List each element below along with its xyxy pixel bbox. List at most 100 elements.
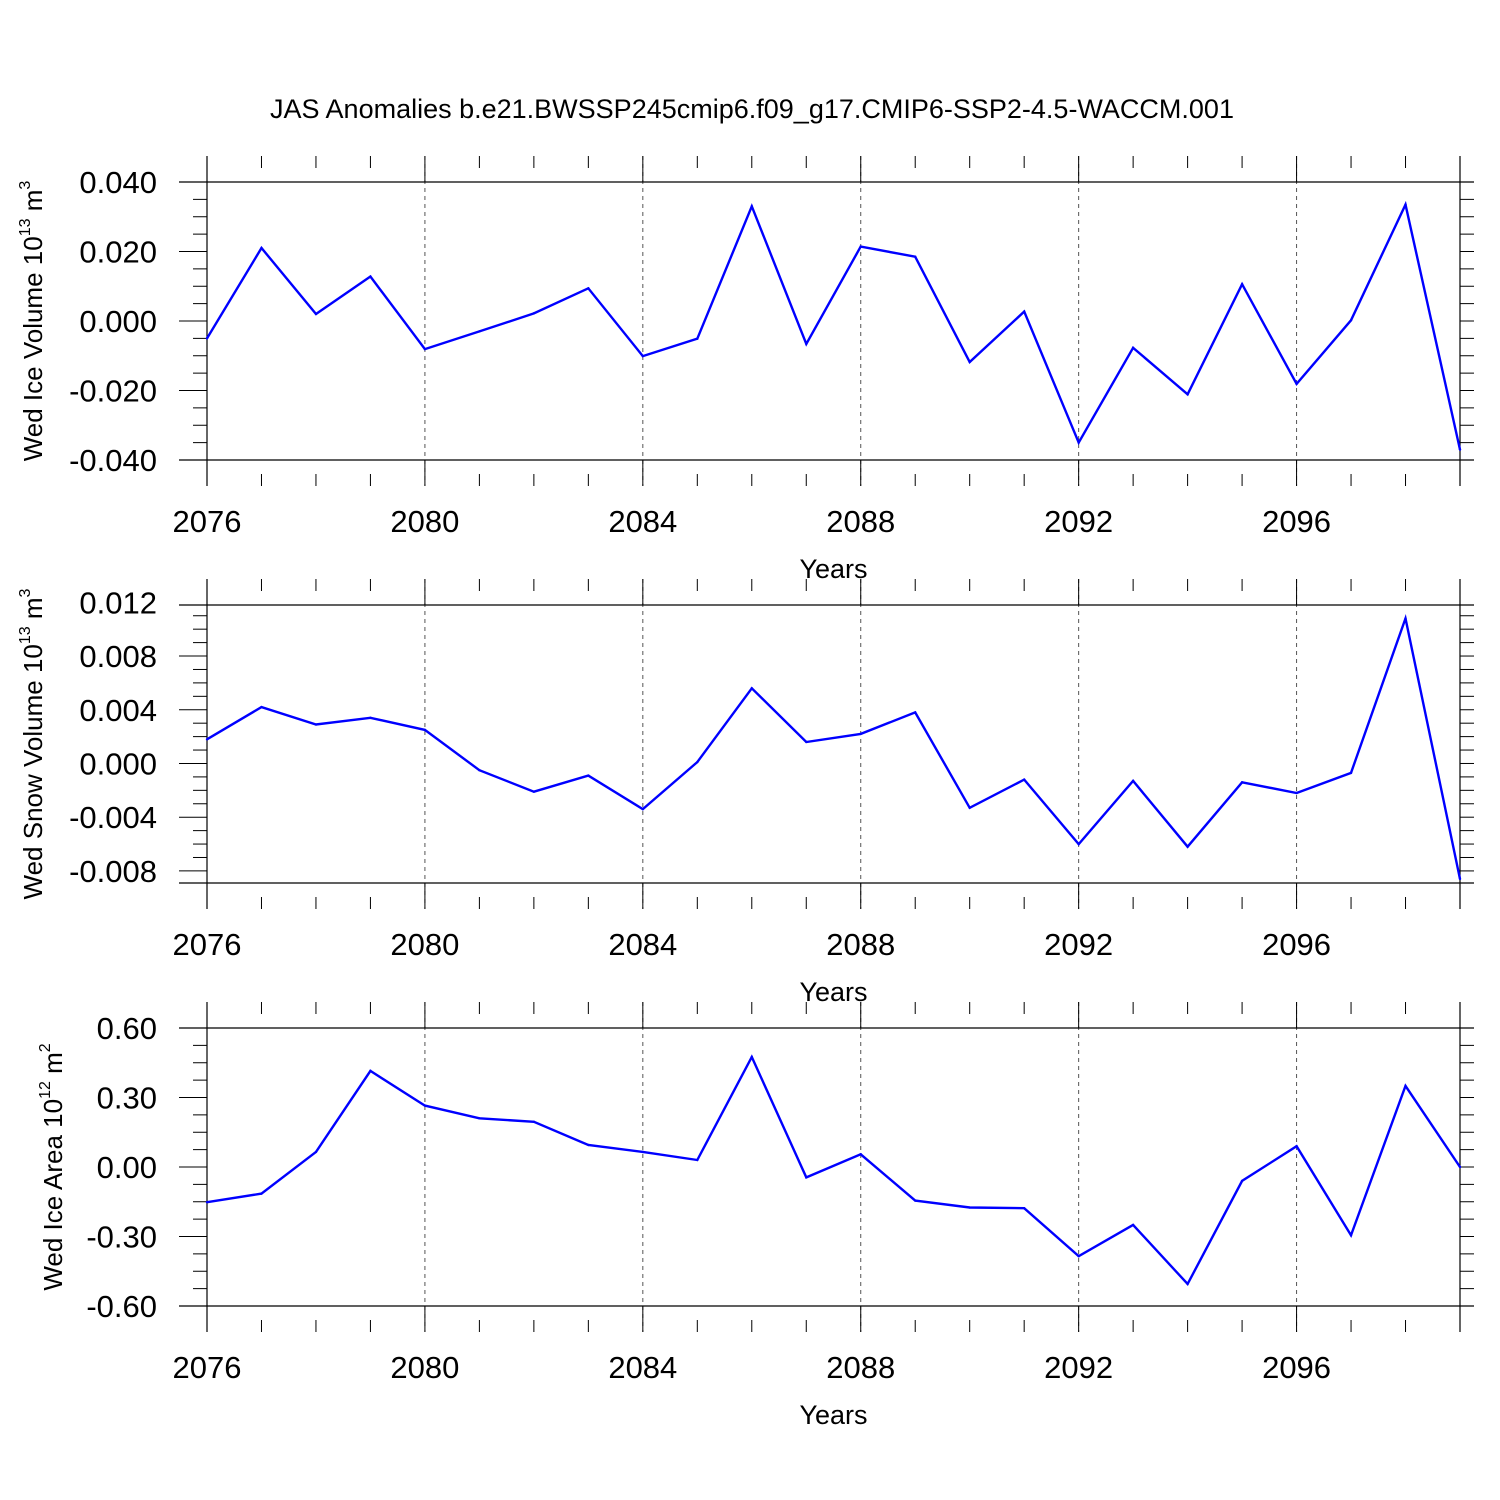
x-axis-label: Years [799, 1400, 867, 1430]
data-point [696, 760, 699, 764]
data-point [1404, 617, 1407, 620]
data-point [914, 255, 917, 258]
x-tick-label: 2084 [608, 927, 677, 962]
data-point [423, 728, 427, 732]
data-point [587, 774, 590, 777]
y-tick-label: 0.004 [79, 693, 157, 728]
y-tick-label: -0.60 [86, 1289, 157, 1324]
y-tick-label: 0.008 [79, 639, 157, 674]
data-point [205, 738, 209, 741]
data-point [805, 740, 808, 744]
data-point [1240, 282, 1244, 286]
data-point [1022, 310, 1026, 313]
data-point [1295, 1144, 1298, 1148]
data-point [1404, 203, 1407, 206]
data-point [260, 1192, 263, 1195]
x-tick-label: 2088 [826, 927, 895, 962]
x-tick-label: 2080 [390, 504, 459, 539]
y-tick-label: 0.00 [97, 1150, 157, 1185]
data-point [1349, 771, 1353, 775]
y-tick-label: -0.30 [86, 1220, 157, 1255]
data-point [750, 687, 753, 690]
data-point [1186, 393, 1189, 396]
x-tick-label: 2088 [826, 504, 895, 539]
data-point [641, 807, 645, 811]
data-point [260, 705, 263, 709]
data-point [750, 205, 753, 208]
y-axis-label: Wed Snow Volume 1013 m3 [17, 588, 48, 899]
data-point [314, 1150, 318, 1154]
chart-panel-2: 0.012 0.008 0.004 0.000 -0.004 -0.008 2076 2080… [17, 579, 1474, 1007]
x-tick-label: 2084 [608, 504, 677, 539]
data-point [1404, 1084, 1407, 1088]
data-point [914, 711, 917, 714]
series-line [206, 613, 1462, 880]
data-point [1295, 382, 1298, 386]
series-line [205, 200, 1462, 450]
data-point [587, 287, 590, 290]
x-tick-label: 2096 [1262, 1350, 1331, 1385]
data-point [750, 1055, 753, 1059]
data-point [1131, 779, 1135, 783]
y-tick-label: -0.008 [69, 854, 157, 889]
data-point [696, 337, 699, 340]
data-point [260, 246, 263, 250]
data-point [1349, 1234, 1353, 1237]
data-point [532, 790, 536, 793]
data-point [1458, 1165, 1462, 1169]
data-point [1240, 1179, 1244, 1183]
data-point [1240, 781, 1244, 784]
x-tick-label: 2084 [608, 1350, 677, 1385]
data-point [423, 1104, 427, 1107]
x-tick-label: 2092 [1044, 1350, 1113, 1385]
data-point [968, 806, 971, 809]
data-point [805, 1176, 808, 1179]
x-tick-label: 2080 [390, 927, 459, 962]
data-point [805, 342, 808, 346]
x-tick-label: 2096 [1262, 927, 1331, 962]
x-tick-label: 2080 [390, 1350, 459, 1385]
x-tick-label: 2088 [826, 1350, 895, 1385]
data-point [532, 1120, 536, 1124]
data-point [1022, 778, 1026, 781]
y-tick-label: 0.020 [79, 235, 157, 270]
data-point [423, 347, 427, 351]
data-point [1186, 1282, 1189, 1286]
data-point [369, 1069, 372, 1073]
panels: 0.040 0.020 0.000 -0.020 -0.040 2076 2080 2084 2… [17, 156, 1474, 1430]
data-point [1458, 877, 1462, 881]
data-point [205, 1201, 209, 1204]
x-tick-label: 2076 [173, 1350, 242, 1385]
y-tick-label: 0.000 [79, 746, 157, 781]
data-point [314, 723, 318, 726]
data-point [532, 312, 536, 315]
x-tick-label: 2096 [1262, 504, 1331, 539]
data-point [478, 1117, 481, 1120]
x-axis-label: Years [799, 554, 867, 584]
data-point [1077, 441, 1080, 444]
data-point [859, 1153, 862, 1156]
data-point [641, 354, 645, 358]
data-point [1022, 1207, 1026, 1210]
y-tick-label: 0.000 [79, 304, 157, 339]
y-tick-label: 0.012 [79, 585, 157, 620]
y-tick-label: -0.004 [69, 800, 157, 835]
x-axis-label: Years [799, 977, 867, 1007]
data-point [1077, 842, 1080, 846]
series-line [206, 1054, 1461, 1287]
data-point [205, 337, 209, 340]
data-point [1131, 346, 1135, 349]
data-point [641, 1150, 645, 1154]
data-point [1077, 1254, 1080, 1258]
data-point [1131, 1223, 1135, 1227]
data-point [369, 275, 372, 278]
data-point [968, 1206, 971, 1209]
y-tick-label: -0.040 [69, 443, 157, 478]
figure-title: JAS Anomalies b.e21.BWSSP245cmip6.f09_g1… [270, 94, 1234, 124]
data-point [369, 716, 372, 720]
data-point [914, 1199, 917, 1202]
y-tick-label: -0.020 [69, 374, 157, 409]
y-tick-label: 0.60 [97, 1011, 157, 1046]
data-point [478, 330, 481, 333]
